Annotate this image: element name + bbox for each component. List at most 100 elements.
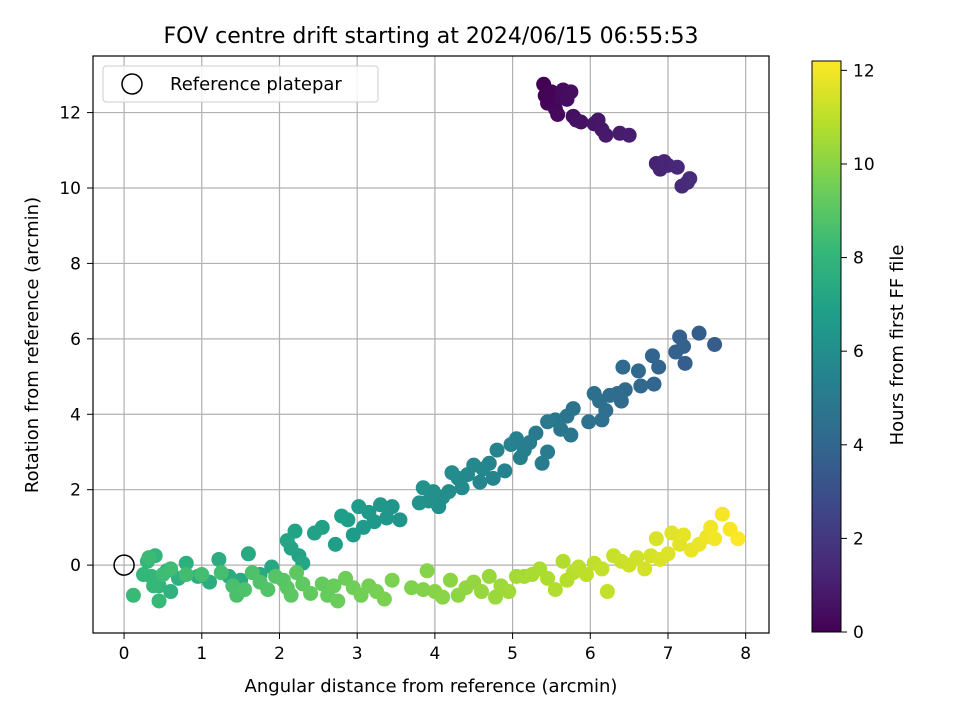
- colorbar-ticks: 0 2 4 6 8 10 12: [841, 61, 875, 643]
- x-tick-label: 0: [119, 644, 130, 664]
- scatter-point: [714, 506, 730, 522]
- scatter-point: [598, 127, 614, 143]
- colorbar: [811, 60, 842, 633]
- colorbar-tick-label: 4: [853, 436, 864, 456]
- scatter-point: [559, 408, 575, 424]
- scatter-point: [151, 593, 167, 609]
- scatter-point: [303, 585, 319, 601]
- y-tick-label: 10: [59, 179, 81, 199]
- scatter-point: [194, 567, 210, 583]
- scatter-point: [540, 444, 556, 460]
- scatter-point: [573, 114, 589, 130]
- scatter-point: [660, 546, 676, 562]
- scatter-point: [644, 348, 660, 364]
- scatter-point: [581, 414, 597, 430]
- x-tick-label: 2: [274, 644, 285, 664]
- scatter-point: [306, 525, 322, 541]
- y-tick-label: 8: [70, 254, 81, 274]
- scatter-point: [707, 337, 723, 352]
- scatter-point: [594, 412, 610, 428]
- x-tick-label: 6: [585, 644, 596, 664]
- colorbar-tick-label: 2: [853, 529, 864, 549]
- scatter-point: [472, 474, 488, 490]
- scatter-point: [141, 550, 157, 566]
- scatter-point: [637, 561, 653, 577]
- scatter-point: [664, 525, 680, 541]
- scatter-point: [599, 584, 615, 600]
- x-axis-ticks: 0 1 2 3 4 5 6 7 8: [119, 633, 751, 664]
- y-tick-label: 2: [70, 481, 81, 501]
- scatter-point: [372, 497, 388, 513]
- scatter-point: [669, 159, 685, 175]
- y-tick-label: 4: [70, 405, 81, 425]
- scatter-point: [555, 553, 571, 569]
- scatter-point: [419, 563, 435, 579]
- scatter-point: [146, 578, 162, 594]
- scatter-point: [485, 470, 501, 486]
- scatter-point: [415, 480, 431, 496]
- scatter-point: [676, 338, 692, 354]
- scatter-point: [629, 550, 645, 566]
- scatter-point: [345, 527, 361, 543]
- scatter-point: [730, 531, 746, 547]
- legend-box: [102, 65, 379, 103]
- scatter-point: [646, 376, 662, 392]
- legend: Reference platepar: [102, 65, 379, 103]
- scatter-point: [136, 567, 152, 583]
- scatter-point: [648, 531, 664, 547]
- chart-title: FOV centre drift starting at 2024/06/15 …: [164, 24, 699, 49]
- scatter-point: [415, 582, 431, 598]
- scatter-point: [384, 499, 400, 515]
- scatter-point: [411, 495, 427, 511]
- scatter-point: [163, 561, 179, 577]
- colorbar-tick-label: 0: [853, 623, 864, 643]
- scatter-point: [547, 582, 563, 598]
- legend-marker: [121, 73, 143, 95]
- y-axis-ticks: 0 2 4 6 8 10 12: [59, 104, 93, 576]
- colorbar-tick-label: 6: [853, 342, 864, 362]
- scatter-point: [563, 84, 579, 100]
- colorbar-tick-label: 10: [853, 155, 875, 175]
- scatter-points: [125, 76, 746, 609]
- scatter-point: [512, 450, 528, 466]
- reference-point-marker: [113, 554, 135, 576]
- y-tick-label: 0: [70, 556, 81, 576]
- x-tick-label: 7: [663, 644, 674, 664]
- scatter-point: [550, 106, 566, 122]
- scatter-point: [289, 565, 305, 581]
- scatter-point: [534, 455, 550, 471]
- plot-frame: [92, 55, 770, 634]
- scatter-point: [442, 572, 458, 588]
- scatter-point: [326, 578, 342, 594]
- scatter-point: [487, 589, 503, 605]
- colorbar-tick-label: 8: [853, 249, 864, 269]
- scatter-point: [163, 584, 179, 600]
- scatter-point: [404, 580, 420, 596]
- scatter-point: [691, 325, 707, 341]
- scatter-point: [213, 565, 229, 581]
- scatter-point: [497, 463, 513, 479]
- scatter-point: [586, 386, 602, 402]
- scatter-point: [240, 546, 256, 562]
- scatter-point: [474, 584, 490, 600]
- colorbar-tick-label: 12: [853, 61, 875, 81]
- x-tick-label: 8: [740, 644, 751, 664]
- scatter-point: [444, 465, 460, 481]
- scatter-point: [314, 576, 330, 592]
- scatter-point: [682, 171, 698, 187]
- scatter-point: [384, 572, 400, 588]
- scatter-point: [211, 551, 227, 567]
- grid-lines: [93, 56, 769, 633]
- scatter-point: [540, 570, 556, 586]
- scatter-point: [327, 536, 343, 552]
- x-tick-label: 1: [196, 644, 207, 664]
- scatter-point: [489, 442, 505, 458]
- x-tick-label: 4: [429, 644, 440, 664]
- scatter-point: [178, 567, 194, 583]
- scatter-point: [379, 510, 395, 526]
- scatter-point: [677, 355, 693, 371]
- scatter-point: [594, 561, 610, 577]
- scatter-point: [707, 531, 723, 547]
- scatter-point: [503, 436, 519, 452]
